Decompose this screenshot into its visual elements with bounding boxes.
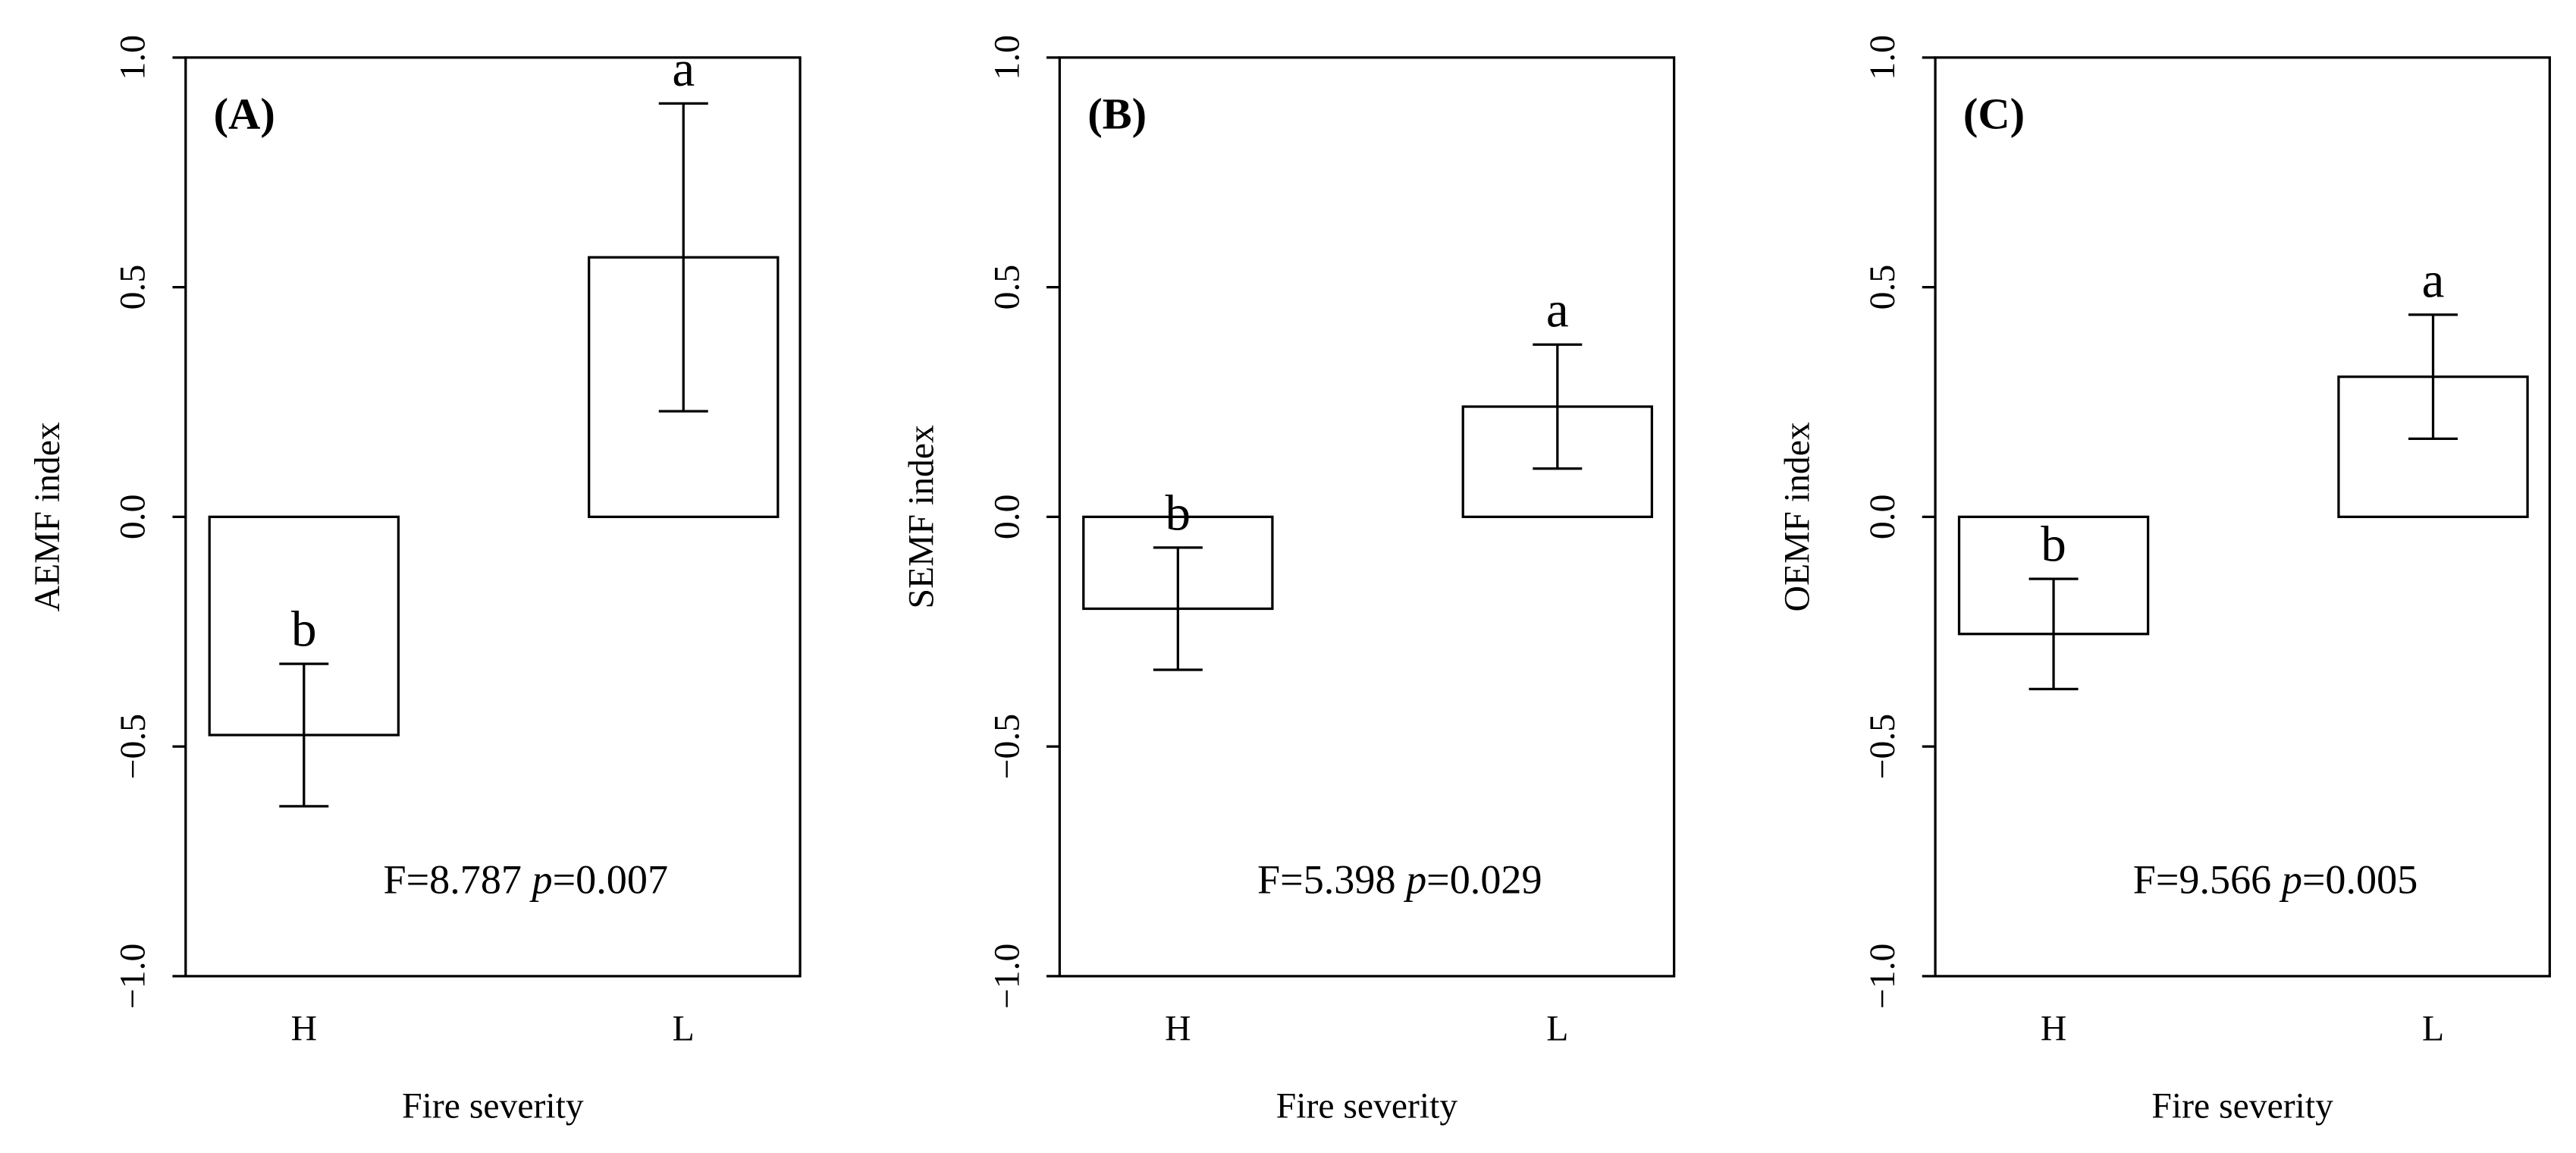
x-tick-label: L (673, 1009, 695, 1048)
panel-label: (C) (1963, 89, 2025, 138)
y-tick-label: 0.0 (987, 495, 1027, 540)
y-tick-label: −1.0 (1863, 944, 1903, 1009)
annotation-part: F=5.398 (1257, 857, 1406, 903)
x-tick-label: H (1165, 1009, 1191, 1048)
error-bar (1533, 343, 1583, 470)
significance-letter: a (672, 40, 695, 97)
x-axis-label: Fire severity (402, 1086, 584, 1126)
annotation-part: F=9.566 (2133, 857, 2282, 903)
y-axis-label: AEMF index (28, 422, 67, 611)
error-bar (279, 662, 329, 808)
y-tick-label: 0.5 (1863, 265, 1903, 310)
annotation-part: =0.007 (553, 857, 668, 903)
error-bar (1153, 546, 1203, 671)
annotation: F=5.398 p=0.029 (1257, 857, 1542, 903)
y-axis-label: SEMF index (902, 425, 942, 608)
annotation-part: F=8.787 (383, 857, 532, 903)
annotation-part: p (2279, 857, 2302, 903)
significance-letter: b (2041, 516, 2066, 573)
significance-letter: b (291, 601, 317, 658)
annotation-part: =0.005 (2302, 857, 2418, 903)
y-tick-label: −0.5 (114, 714, 153, 779)
annotation-part: =0.029 (1426, 857, 1542, 903)
panel-label: (B) (1087, 89, 1147, 138)
y-tick-label: 0.5 (114, 265, 153, 310)
significance-letter: a (2422, 251, 2445, 308)
y-tick-label: 0.0 (1863, 495, 1903, 540)
x-tick-label: H (291, 1009, 317, 1048)
y-tick-label: 0.0 (114, 495, 153, 540)
x-axis-label: Fire severity (1276, 1086, 1458, 1126)
y-tick-label: 1.0 (1863, 35, 1903, 80)
significance-letter: a (1546, 281, 1569, 338)
y-tick-label: 1.0 (114, 35, 153, 80)
annotation: F=8.787 p=0.007 (383, 857, 668, 903)
y-tick-label: 0.5 (987, 265, 1027, 310)
x-tick-label: L (1546, 1009, 1568, 1048)
y-tick-label: −0.5 (987, 714, 1027, 779)
x-tick-label: L (2422, 1009, 2444, 1048)
error-bar (2408, 313, 2458, 441)
y-tick-label: −1.0 (114, 944, 153, 1009)
y-tick-label: 1.0 (987, 35, 1027, 80)
annotation-part: p (1403, 857, 1426, 903)
y-axis-label: OEMF index (1777, 422, 1817, 611)
error-bar (658, 102, 708, 413)
annotation-part: p (529, 857, 553, 903)
x-axis-label: Fire severity (2151, 1086, 2333, 1126)
y-tick-label: −1.0 (987, 944, 1027, 1009)
error-bar (2028, 577, 2079, 691)
significance-letter: b (1166, 484, 1191, 541)
y-tick-label: −0.5 (1863, 714, 1903, 779)
panel-label: (A) (214, 89, 275, 138)
annotation: F=9.566 p=0.005 (2133, 857, 2418, 903)
x-tick-label: H (2041, 1009, 2066, 1048)
